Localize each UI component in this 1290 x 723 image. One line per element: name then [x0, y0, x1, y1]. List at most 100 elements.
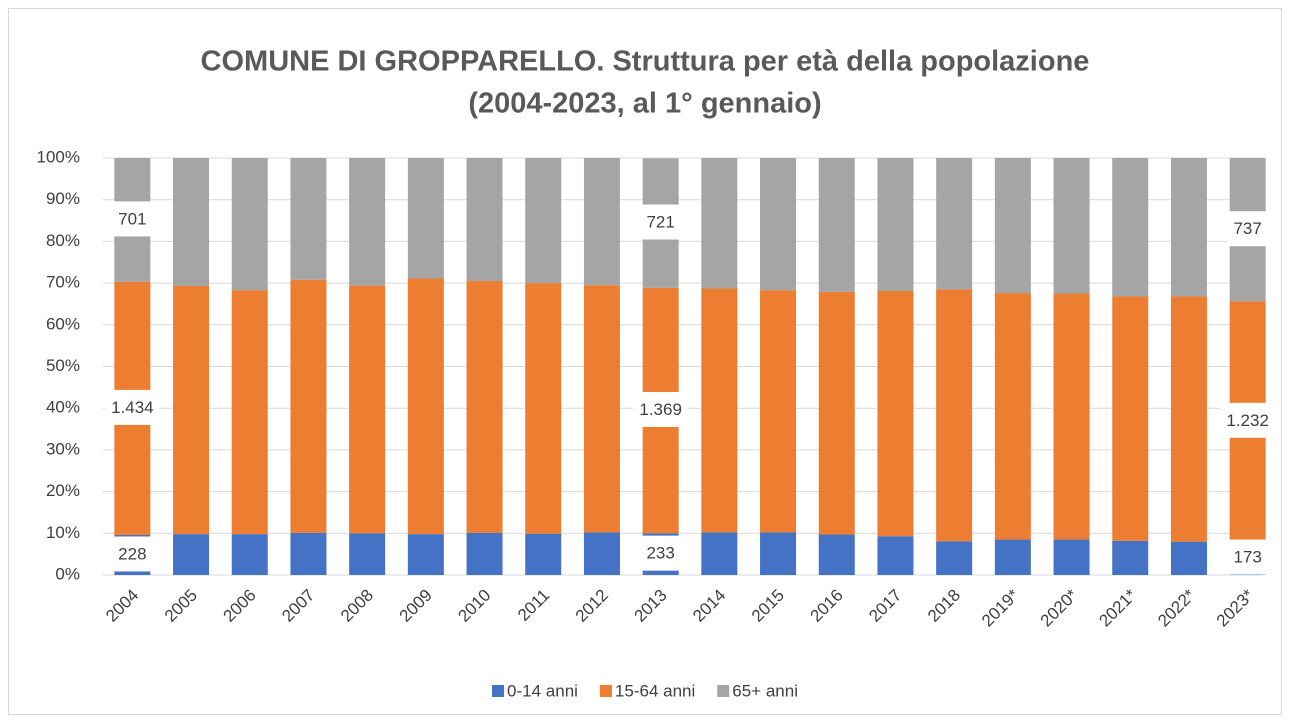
y-tick-label: 50% — [46, 356, 80, 375]
bar-segment — [877, 291, 914, 537]
y-tick-label: 10% — [46, 523, 80, 542]
data-label-bg — [640, 204, 681, 240]
bar-segment — [818, 291, 855, 535]
data-label-bg — [1220, 402, 1275, 438]
bar-segment — [290, 279, 327, 533]
bar-segment — [583, 532, 620, 575]
data-label: 228 — [112, 536, 153, 572]
bar-segment — [407, 278, 444, 535]
bar-segment — [760, 532, 797, 575]
data-label-bg — [1227, 211, 1268, 247]
bar-segment — [994, 158, 1031, 294]
data-label-bg — [112, 201, 153, 237]
data-label: 1.232 — [1220, 402, 1275, 438]
legend: 0-14 anni 15-64 anni 65+ anni — [492, 681, 798, 700]
bar-segment — [1053, 158, 1090, 294]
bar-segment — [290, 158, 327, 280]
bar-segment — [231, 158, 268, 291]
data-label-text: 228 — [118, 544, 146, 563]
y-tick-label: 40% — [46, 398, 80, 417]
bar-segment — [877, 158, 914, 292]
bar-segment — [583, 285, 620, 533]
bar-segment — [1112, 540, 1149, 575]
chart-title: COMUNE DI GROPPARELLO. Struttura per età… — [201, 46, 1090, 78]
bar-segment — [936, 289, 973, 542]
bar-segment — [1053, 539, 1090, 575]
data-label-bg — [112, 536, 153, 572]
bar-segment — [818, 158, 855, 292]
bar-segment — [583, 158, 620, 286]
legend-swatch — [717, 685, 730, 697]
bar-segment — [936, 158, 973, 290]
y-tick-label: 70% — [46, 273, 80, 292]
bar-segment — [760, 158, 797, 291]
bar-segment — [701, 532, 738, 575]
bar-segment — [701, 158, 738, 289]
bar-segment — [231, 290, 268, 535]
bar-segment — [1053, 293, 1090, 540]
bar-segment — [701, 288, 738, 533]
bar-segment — [936, 541, 973, 575]
bar-segment — [525, 158, 562, 284]
bar-segment — [818, 534, 855, 575]
bar-segment — [525, 283, 562, 534]
y-tick-label: 20% — [46, 481, 80, 500]
data-label-text: 737 — [1233, 219, 1261, 238]
data-label-text: 173 — [1233, 548, 1261, 567]
bar-segment — [466, 281, 503, 533]
data-label-text: 1.369 — [639, 400, 682, 419]
bar-segment — [231, 534, 268, 575]
bar-segment — [407, 534, 444, 575]
data-label: 701 — [112, 201, 153, 237]
data-label-text: 701 — [118, 209, 146, 228]
bar-segment — [1170, 541, 1207, 575]
bar-segment — [525, 533, 562, 575]
bar-segment — [349, 285, 386, 534]
legend-label: 65+ anni — [732, 681, 798, 700]
bar-segment — [173, 158, 210, 287]
data-label: 173 — [1227, 539, 1268, 575]
bar-segment — [466, 158, 503, 282]
bar-segment — [349, 533, 386, 575]
data-label-text: 721 — [646, 213, 674, 232]
data-label-text: 233 — [646, 544, 674, 563]
y-tick-label: 100% — [37, 147, 80, 166]
bar-segment — [1170, 158, 1207, 297]
bar-segment — [173, 286, 210, 535]
data-label-text: 1.434 — [111, 398, 154, 417]
y-tick-label: 0% — [55, 564, 80, 583]
bar-segment — [760, 290, 797, 533]
y-tick-label: 30% — [46, 439, 80, 458]
data-label-text: 1.232 — [1226, 411, 1269, 430]
legend-label: 0-14 anni — [507, 681, 578, 700]
data-label: 233 — [640, 535, 681, 571]
bar-segment — [1112, 158, 1149, 297]
legend-swatch — [599, 685, 612, 697]
bar-segment — [994, 293, 1031, 540]
data-label: 1.369 — [633, 391, 688, 427]
data-label-bg — [640, 535, 681, 571]
data-label: 721 — [640, 204, 681, 240]
data-label-bg — [1227, 539, 1268, 575]
y-tick-label: 60% — [46, 314, 80, 333]
bar-segment — [877, 536, 914, 575]
data-label: 737 — [1227, 211, 1268, 247]
data-label-bg — [633, 391, 688, 427]
bar-segment — [407, 158, 444, 279]
y-tick-label: 80% — [46, 231, 80, 250]
legend-label: 15-64 anni — [615, 681, 695, 700]
bar-segment — [1112, 296, 1149, 541]
bar-segment — [349, 158, 386, 286]
bar-segment — [466, 532, 503, 575]
chart-title: (2004-2023, al 1° gennaio) — [468, 88, 821, 120]
bar-segment — [290, 532, 327, 575]
data-label: 1.434 — [105, 389, 160, 425]
bar-segment — [173, 534, 210, 575]
y-tick-label: 90% — [46, 189, 80, 208]
legend-swatch — [492, 685, 505, 697]
data-label-bg — [105, 389, 160, 425]
bar-segment — [994, 539, 1031, 575]
bar-segment — [1170, 296, 1207, 542]
